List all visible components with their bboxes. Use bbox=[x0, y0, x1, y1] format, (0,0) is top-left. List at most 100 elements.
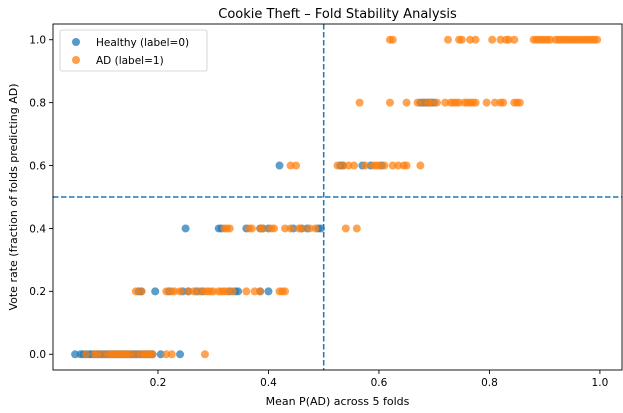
ad-point bbox=[162, 287, 171, 296]
ad-point bbox=[441, 98, 450, 107]
ad-point bbox=[344, 161, 353, 170]
legend-marker-ad bbox=[72, 56, 80, 64]
ad-point bbox=[247, 224, 256, 233]
ad-point bbox=[209, 287, 218, 296]
x-tick-label: 0.8 bbox=[481, 377, 498, 389]
ad-point bbox=[402, 161, 411, 170]
ad-point bbox=[432, 98, 441, 107]
ad-point bbox=[297, 224, 306, 233]
ad-point bbox=[471, 35, 480, 44]
ad-point bbox=[176, 287, 185, 296]
healthy-point bbox=[181, 224, 190, 233]
ad-point bbox=[510, 35, 519, 44]
ad-point bbox=[488, 35, 497, 44]
ad-point bbox=[281, 287, 290, 296]
ad-point bbox=[148, 350, 157, 359]
ad-point bbox=[455, 98, 464, 107]
chart-title: Cookie Theft – Fold Stability Analysis bbox=[218, 7, 457, 22]
ad-point bbox=[242, 287, 251, 296]
ad-point bbox=[286, 224, 295, 233]
ad-point bbox=[93, 350, 102, 359]
ad-point bbox=[593, 35, 602, 44]
ad-point bbox=[126, 350, 135, 359]
ad-point bbox=[380, 161, 389, 170]
ad-point bbox=[189, 287, 198, 296]
y-tick-label: 0.6 bbox=[29, 160, 46, 172]
ad-point bbox=[515, 98, 524, 107]
y-axis-ticks: 0.0 0.2 0.4 0.6 0.8 1.0 bbox=[29, 35, 53, 361]
legend: Healthy (label=0) AD (label=1) bbox=[59, 29, 208, 72]
healthy-point bbox=[275, 161, 284, 170]
ad-point bbox=[419, 98, 428, 107]
ad-point bbox=[311, 224, 320, 233]
ad-point bbox=[385, 98, 394, 107]
ad-point bbox=[355, 98, 364, 107]
x-tick-label: 0.6 bbox=[371, 377, 388, 389]
y-tick-label: 0.8 bbox=[29, 97, 46, 109]
ad-point bbox=[504, 35, 513, 44]
y-axis-label: Vote rate (fraction of folds predicting … bbox=[7, 83, 20, 310]
healthy-point bbox=[316, 224, 325, 233]
ad-point bbox=[490, 98, 499, 107]
ad-point bbox=[416, 161, 425, 170]
ad-point bbox=[341, 224, 350, 233]
healthy-point bbox=[156, 350, 165, 359]
ad-point bbox=[471, 98, 480, 107]
legend-marker-healthy bbox=[72, 38, 80, 46]
healthy-point bbox=[176, 350, 185, 359]
ad-point bbox=[170, 287, 179, 296]
legend-label-ad: AD (label=1) bbox=[96, 55, 164, 67]
ad-point bbox=[98, 350, 107, 359]
ad-point bbox=[443, 35, 452, 44]
ad-point bbox=[292, 161, 301, 170]
axes-frame bbox=[52, 23, 623, 371]
reference-lines bbox=[53, 24, 622, 370]
healthy-point bbox=[264, 287, 273, 296]
ad-point bbox=[131, 350, 140, 359]
healthy-point bbox=[151, 287, 160, 296]
ad-point bbox=[546, 35, 555, 44]
ad-point bbox=[457, 35, 466, 44]
healthy-point bbox=[71, 350, 80, 359]
ad-point bbox=[281, 224, 290, 233]
x-tick-label: 0.4 bbox=[260, 377, 277, 389]
ad-point bbox=[184, 287, 193, 296]
ad-point bbox=[162, 350, 171, 359]
ad-point bbox=[394, 161, 403, 170]
ad-point bbox=[339, 161, 348, 170]
ad-point bbox=[225, 224, 234, 233]
ad-point bbox=[167, 350, 176, 359]
ad-point bbox=[250, 287, 259, 296]
ad-point bbox=[256, 287, 265, 296]
x-tick-label: 1.0 bbox=[592, 377, 609, 389]
healthy-point bbox=[234, 287, 243, 296]
ad-point bbox=[499, 98, 508, 107]
x-tick-label: 0.2 bbox=[150, 377, 167, 389]
ad-point bbox=[413, 98, 422, 107]
ad-point bbox=[228, 287, 237, 296]
ad-point bbox=[195, 287, 204, 296]
ad-point bbox=[286, 161, 295, 170]
x-axis-label: Mean P(AD) across 5 folds bbox=[266, 395, 410, 408]
ad-point bbox=[82, 350, 91, 359]
ad-point bbox=[350, 161, 359, 170]
ad-point bbox=[466, 35, 475, 44]
points-layer bbox=[71, 35, 602, 359]
ad-point bbox=[131, 287, 140, 296]
ad-point bbox=[200, 350, 209, 359]
legend-box bbox=[59, 29, 208, 72]
ad-point bbox=[427, 98, 436, 107]
legend-label-healthy: Healthy (label=0) bbox=[96, 37, 189, 49]
ad-point bbox=[305, 224, 314, 233]
ad-point bbox=[361, 161, 370, 170]
y-tick-label: 0.2 bbox=[29, 286, 46, 298]
ad-point bbox=[482, 98, 491, 107]
y-tick-label: 0.4 bbox=[29, 223, 46, 235]
y-tick-label: 1.0 bbox=[29, 35, 46, 47]
ad-point bbox=[269, 224, 278, 233]
ad-point bbox=[402, 98, 411, 107]
ad-point bbox=[388, 35, 397, 44]
x-axis-ticks: 0.2 0.4 0.6 0.8 1.0 bbox=[150, 370, 609, 389]
ad-point bbox=[352, 224, 361, 233]
